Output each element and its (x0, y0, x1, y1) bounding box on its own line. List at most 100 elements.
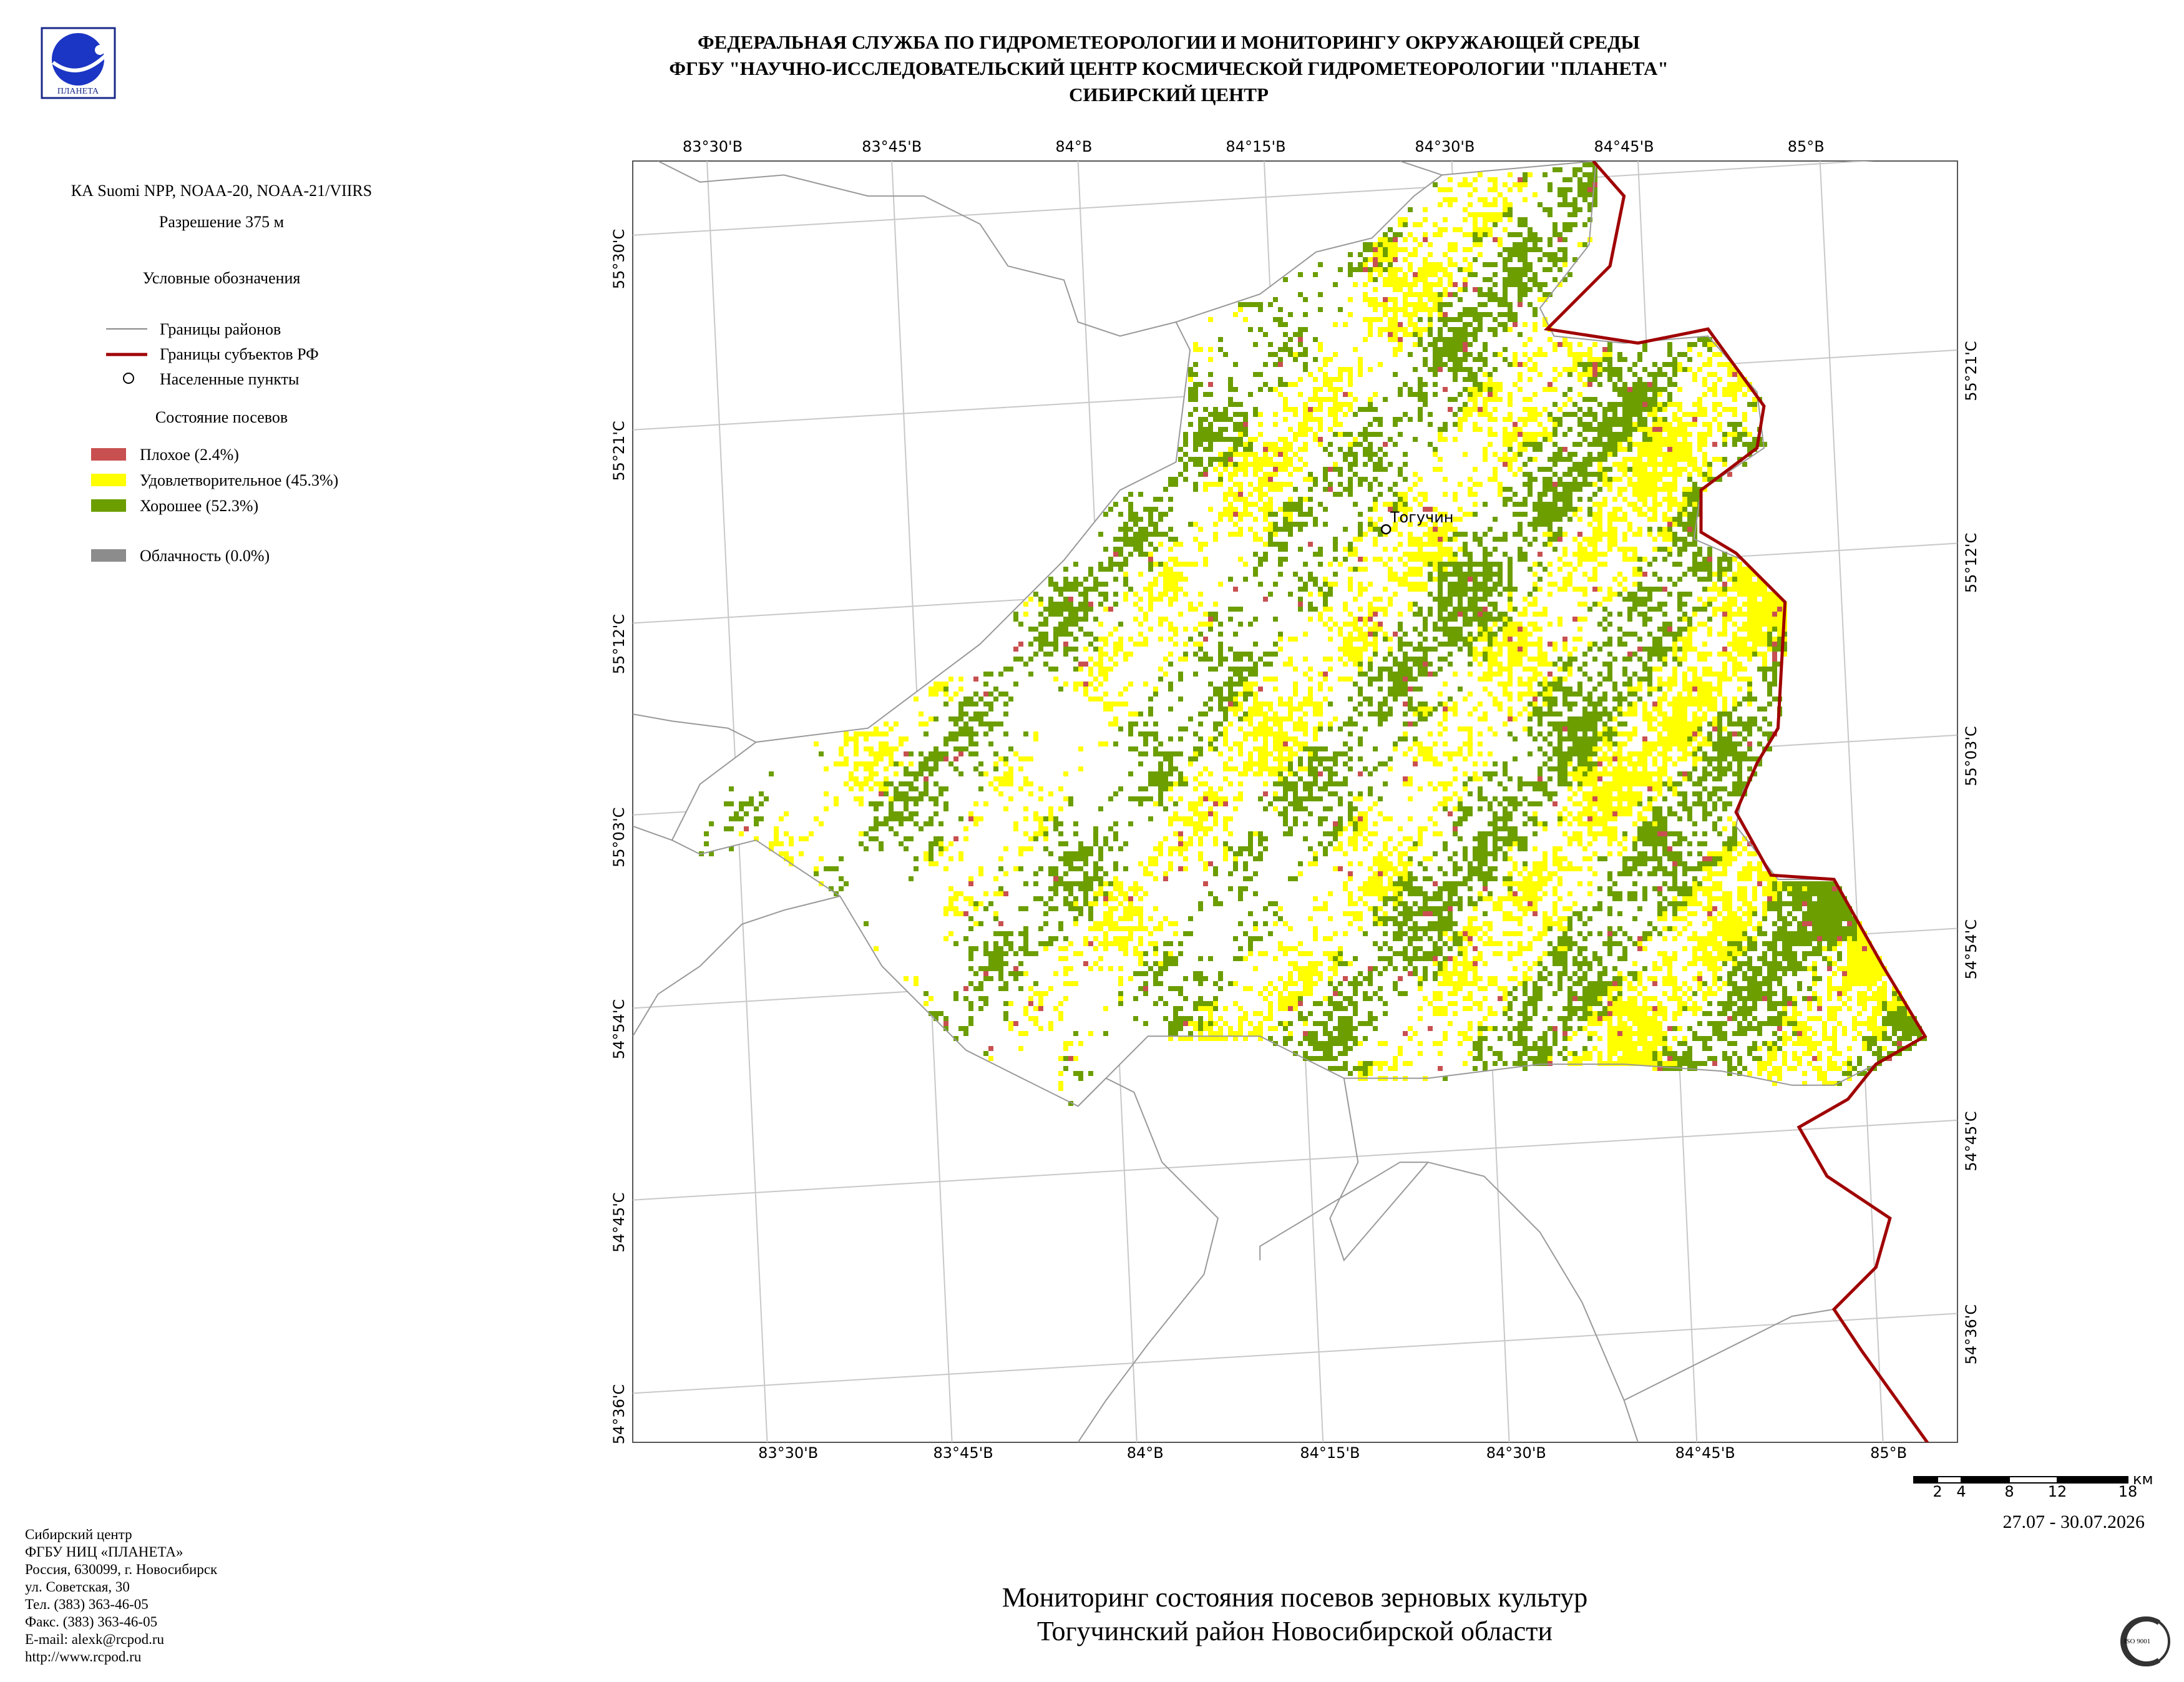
crop-cell (1073, 637, 1078, 642)
crop-cell (1712, 457, 1717, 462)
crop-cell (1438, 187, 1443, 192)
crop-cell (1138, 547, 1143, 552)
crop-cell (1063, 582, 1068, 587)
crop-cell (1383, 327, 1388, 332)
crop-cell (1403, 272, 1408, 277)
crop-cell (1752, 437, 1757, 442)
crop-cell (1413, 327, 1418, 332)
crop-cell (1702, 657, 1707, 662)
crop-cell (1368, 302, 1373, 307)
crop-cell (1493, 657, 1498, 662)
crop-cell (1248, 437, 1253, 442)
crop-cell (1508, 412, 1513, 417)
crop-cell (1622, 557, 1627, 562)
crop-cell (1757, 726, 1762, 731)
crop-cell (1567, 387, 1572, 392)
crop-cell (1473, 587, 1478, 592)
crop-cell (1428, 262, 1433, 267)
crop-cell (988, 672, 993, 677)
crop-cell (1418, 477, 1423, 482)
crop-cell (1622, 667, 1627, 672)
crop-cell (1702, 711, 1707, 716)
crop-cell (1208, 422, 1213, 427)
crop-cell (1508, 642, 1513, 647)
crop-cell (1448, 272, 1453, 277)
crop-cell (1118, 562, 1123, 567)
crop-cell (1607, 716, 1612, 721)
crop-cell (1592, 192, 1597, 197)
crop-cell (1747, 602, 1752, 607)
crop-cell (1518, 377, 1523, 382)
crop-cell (1143, 527, 1148, 532)
crop-cell (1148, 542, 1153, 547)
crop-cell (1562, 677, 1567, 682)
crop-cell (1043, 652, 1048, 657)
crop-cell (1413, 222, 1418, 227)
crop-cell (1717, 557, 1722, 562)
crop-cell (1233, 427, 1238, 432)
crop-cell (1228, 577, 1233, 582)
crop-cell (1463, 287, 1468, 292)
crop-cell (1368, 482, 1373, 487)
crop-cell (1617, 707, 1622, 711)
crop-cell (1652, 412, 1657, 417)
crop-cell (1687, 447, 1692, 452)
crop-cell (1652, 472, 1657, 477)
crop-cell (1268, 342, 1273, 347)
crop-cell (1782, 647, 1787, 652)
crop-cell (1538, 682, 1543, 687)
crop-cell (1403, 662, 1408, 667)
crop-cell (1238, 512, 1243, 517)
crop-cell (1403, 682, 1408, 687)
crop-cell (1677, 697, 1682, 702)
crop-cell (1433, 357, 1438, 362)
crop-cell (1303, 347, 1308, 352)
crop-cell (1433, 342, 1438, 347)
crop-cell (1038, 647, 1043, 652)
crop-cell (1513, 247, 1518, 252)
crop-cell (1323, 507, 1328, 512)
crop-cell (1687, 477, 1692, 482)
crop-cell (1213, 726, 1218, 731)
crop-cell (1428, 612, 1433, 617)
crop-cell (1772, 607, 1777, 612)
crop-cell (1672, 642, 1677, 647)
crop-cell (1647, 721, 1652, 726)
crop-cell (1508, 417, 1513, 422)
crop-cell (1503, 347, 1508, 352)
crop-cell (1667, 347, 1672, 352)
crop-cell (1313, 407, 1318, 412)
crop-cell (1538, 642, 1543, 647)
crop-cell (1558, 192, 1562, 197)
crop-cell (1418, 392, 1423, 397)
crop-cell (1647, 692, 1652, 697)
crop-cell (1697, 432, 1702, 437)
crop-cell (1518, 267, 1523, 272)
crop-cell (1398, 612, 1403, 617)
crop-cell (1687, 347, 1692, 352)
crop-cell (1712, 607, 1717, 612)
crop-cell (1647, 587, 1652, 592)
crop-cell (1098, 622, 1103, 627)
crop-cell (1677, 467, 1682, 472)
crop-cell (1488, 292, 1493, 297)
crop-cell (1607, 711, 1612, 716)
crop-cell (1597, 462, 1602, 467)
crop-cell (1378, 702, 1383, 707)
crop-cell (1667, 497, 1672, 502)
crop-cell (1752, 442, 1757, 447)
crop-cell (1567, 657, 1572, 662)
crop-cell (1398, 647, 1403, 652)
crop-cell (1553, 442, 1558, 447)
crop-cell (1463, 582, 1468, 587)
crop-cell (1562, 512, 1567, 517)
crop-cell (1133, 547, 1138, 552)
crop-cell (1318, 711, 1323, 716)
crop-cell (1338, 367, 1343, 372)
crop-cell (1138, 517, 1143, 522)
crop-cell (1677, 597, 1682, 602)
crop-cell (1533, 307, 1538, 312)
crop-cell (1413, 437, 1418, 442)
crop-cell (1078, 592, 1083, 597)
crop-cell (1553, 507, 1558, 512)
